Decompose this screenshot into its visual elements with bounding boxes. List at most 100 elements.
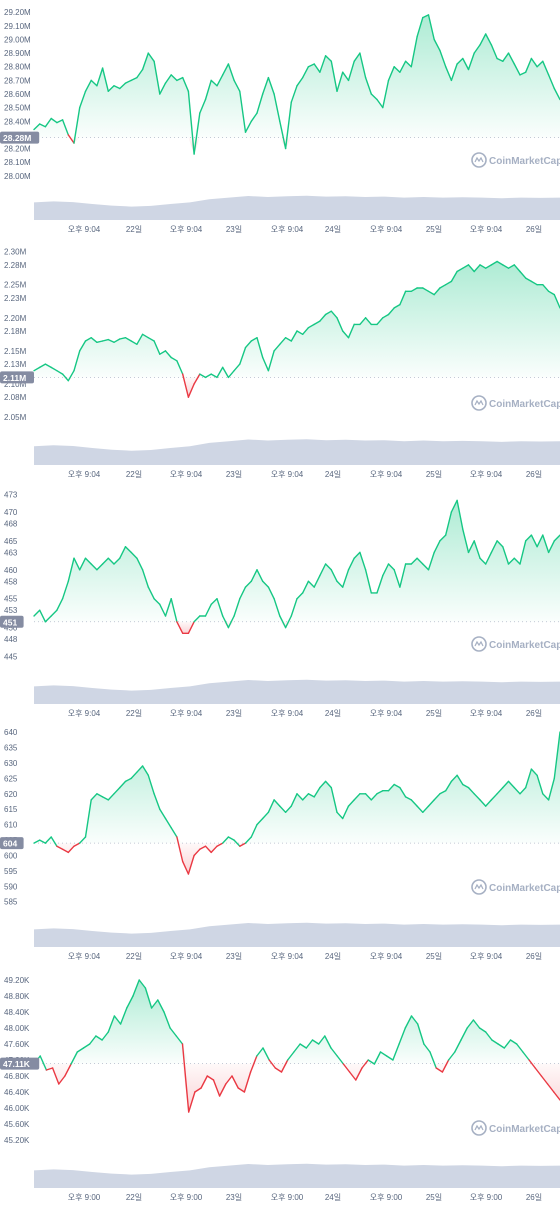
- price-line-segment: [96, 793, 104, 798]
- baseline-badge-label: 47.11K: [3, 1059, 31, 1069]
- price-line-segment: [359, 317, 367, 326]
- y-tick-label: 48.00K: [4, 1024, 30, 1033]
- price-line-segment: [313, 786, 321, 798]
- price-line-segment: [433, 287, 441, 296]
- price-line-segment: [536, 60, 544, 68]
- price-line-segment: [290, 330, 298, 342]
- price-line-segment: [256, 93, 264, 114]
- price-line-segment: [376, 790, 384, 795]
- x-tick-label: 오후 9:04: [370, 952, 403, 961]
- price-line-segment: [82, 1043, 91, 1049]
- price-line-segment: [187, 854, 195, 875]
- price-line-segment: [51, 1067, 60, 1085]
- price-line-segment: [193, 615, 201, 623]
- y-tick-label: 28.40M: [4, 117, 31, 126]
- price-line-segment: [73, 842, 81, 847]
- y-tick-label: 2.18M: [4, 327, 27, 336]
- price-line-segment: [330, 310, 338, 319]
- price-line-segment: [221, 63, 230, 76]
- price-line-segment: [553, 534, 560, 542]
- y-tick-label: 620: [4, 790, 18, 799]
- price-line-segment: [284, 101, 292, 150]
- price-line-segment: [427, 799, 435, 807]
- price-line-segment: [61, 580, 70, 600]
- price-line-segment: [274, 1067, 283, 1073]
- price-line-segment: [336, 1055, 345, 1065]
- price-line-segment: [536, 534, 544, 548]
- price-line-segment: [398, 1027, 406, 1045]
- x-tick-label: 25일: [426, 225, 442, 234]
- area-below-baseline: [34, 843, 560, 874]
- y-tick-label: 630: [4, 759, 18, 768]
- price-line-segment: [124, 79, 132, 84]
- y-tick-label: 473: [4, 491, 18, 500]
- price-line-segment: [153, 793, 161, 810]
- price-line-segment: [216, 366, 224, 379]
- price-line-segment: [138, 979, 147, 989]
- price-line-segment: [376, 317, 384, 326]
- price-line-segment: [490, 44, 498, 60]
- area-above-baseline: [34, 732, 560, 844]
- y-tick-label: 635: [4, 744, 18, 753]
- price-line-segment: [534, 1067, 543, 1077]
- x-tick-label: 오후 9:00: [470, 1193, 503, 1202]
- price-line-segment: [324, 1035, 332, 1049]
- price-line-segment: [193, 373, 201, 385]
- price-line-segment: [78, 90, 87, 109]
- price-line-segment: [73, 557, 81, 571]
- price-line-segment: [456, 267, 464, 273]
- x-tick-label: 오후 9:04: [170, 952, 203, 961]
- price-line-segment: [119, 337, 127, 340]
- price-line-segment: [422, 287, 430, 292]
- volume-area: [34, 1163, 560, 1188]
- price-line-segment: [324, 563, 332, 571]
- price-line-segment: [547, 74, 555, 90]
- price-line-segment: [307, 63, 315, 68]
- price-line-segment: [96, 67, 104, 87]
- y-tick-label: 2.05M: [4, 413, 27, 422]
- price-line-segment: [336, 580, 344, 588]
- price-line-segment: [284, 337, 292, 342]
- price-line-segment: [233, 79, 241, 93]
- price-line-segment: [305, 1039, 314, 1049]
- y-tick-label: 610: [4, 821, 18, 830]
- price-line-segment: [73, 106, 81, 144]
- price-line-segment: [441, 1059, 450, 1073]
- price-line-segment: [44, 615, 52, 623]
- x-tick-label: 25일: [426, 1193, 442, 1202]
- price-line-segment: [141, 765, 150, 776]
- area-below-baseline: [34, 1063, 560, 1112]
- price-line-segment: [536, 774, 544, 795]
- coinmarketcap-logo-icon: [471, 1120, 487, 1136]
- price-line-segment: [262, 76, 270, 95]
- price-line-segment: [342, 1063, 351, 1073]
- volume-area: [34, 922, 560, 947]
- price-line-segment: [107, 338, 115, 343]
- price-line-segment: [353, 52, 361, 62]
- watermark-text: CoinMarketCap: [489, 640, 560, 651]
- x-tick-label: 22일: [126, 225, 142, 234]
- price-line-segment: [307, 580, 315, 588]
- price-line-segment: [187, 621, 195, 634]
- price-line-segment: [319, 780, 327, 789]
- price-line-segment: [342, 805, 350, 820]
- price-line-segment: [50, 117, 58, 124]
- price-line-segment: [399, 563, 407, 588]
- price-line-segment: [387, 783, 395, 792]
- price-line-segment: [256, 569, 264, 582]
- price-line-segment: [525, 57, 533, 73]
- area-below-baseline: [34, 377, 560, 398]
- x-tick-label: 오후 9:04: [271, 225, 304, 234]
- price-line-segment: [250, 112, 258, 123]
- price-line-segment: [485, 551, 493, 565]
- price-line-segment: [513, 786, 521, 795]
- price-line-segment: [39, 609, 47, 623]
- price-line-segment: [78, 340, 87, 352]
- price-line-segment: [490, 260, 498, 266]
- price-line-segment: [530, 534, 538, 548]
- baseline-badge: [0, 131, 40, 144]
- price-line-segment: [319, 313, 327, 322]
- x-tick-label: 22일: [126, 952, 142, 961]
- y-tick-label: 28.50M: [4, 104, 31, 113]
